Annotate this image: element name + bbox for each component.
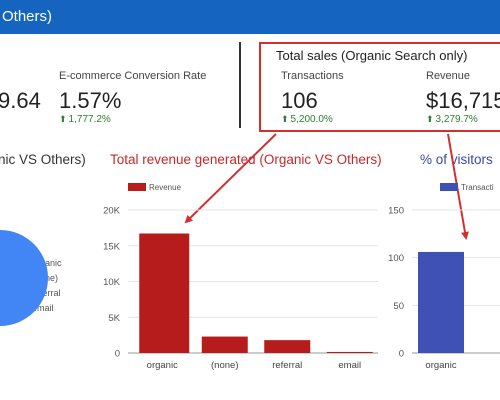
legend-swatch xyxy=(440,183,458,191)
report-header-title: Others) xyxy=(2,8,53,25)
revenue-change-value: 3,279.7% xyxy=(435,114,478,125)
pie-legend-label: email xyxy=(32,303,54,313)
revenue-value: $16,715 xyxy=(426,88,500,113)
conversion-rate-label: E-commerce Conversion Rate xyxy=(59,70,207,82)
bar xyxy=(139,233,190,353)
y-tick-label: 50 xyxy=(393,301,404,312)
transactions-change: ⬆ 5,200.0% xyxy=(281,114,333,125)
transactions-change-value: 5,200.0% xyxy=(290,114,333,125)
y-tick-label: 10K xyxy=(103,277,121,288)
legend-label: Transacti xyxy=(461,183,494,192)
legend-swatch xyxy=(128,183,146,191)
total-sales-title: Total sales (Organic Search only) xyxy=(276,48,468,63)
x-tick-label: (none) xyxy=(211,360,238,371)
y-tick-label: 20K xyxy=(103,206,121,217)
y-tick-label: 150 xyxy=(388,206,404,217)
metrics-divider xyxy=(239,42,241,128)
y-tick-label: 5K xyxy=(108,313,120,324)
y-tick-label: 100 xyxy=(388,253,404,264)
pie-legend-label: organic xyxy=(32,258,62,268)
partial-metric-value: 9.64 xyxy=(0,88,41,113)
x-tick-label: organic xyxy=(147,360,178,371)
revenue-change: ⬆ 3,279.7% xyxy=(426,114,478,125)
up-arrow-icon: ⬆ xyxy=(59,114,67,124)
report-header-bar: Others) xyxy=(0,0,500,34)
revenue-label: Revenue xyxy=(426,70,471,82)
x-tick-label: organic xyxy=(425,360,456,371)
y-tick-label: 15K xyxy=(103,241,121,252)
pie-chart-title: nic VS Others) xyxy=(0,152,86,167)
conversion-rate-change: ⬆ 1,777.2% xyxy=(59,114,111,125)
x-tick-label: referral xyxy=(272,360,302,371)
x-tick-label: email xyxy=(338,360,361,371)
transactions-value: 106 xyxy=(281,88,318,113)
visitors-chart-title: % of visitors xyxy=(420,152,493,167)
conversion-rate-change-value: 1,777.2% xyxy=(68,114,111,125)
pie-chart-arc xyxy=(0,230,48,326)
y-tick-label: 0 xyxy=(115,349,120,360)
conversion-rate-value: 1.57% xyxy=(59,88,122,113)
y-tick-label: 0 xyxy=(399,349,404,360)
total-sales-highlight-box xyxy=(259,42,500,132)
revenue-chart-title: Total revenue generated (Organic VS Othe… xyxy=(110,152,382,167)
legend-label: Revenue xyxy=(149,183,182,192)
bar xyxy=(326,351,373,353)
up-arrow-icon: ⬆ xyxy=(426,114,434,124)
up-arrow-icon: ⬆ xyxy=(281,114,289,124)
pie-legend-label: referral xyxy=(32,288,61,298)
bar xyxy=(201,336,248,353)
annotation-arrow xyxy=(184,133,277,224)
bar xyxy=(418,251,464,353)
transactions-label: Transactions xyxy=(281,70,344,82)
bar xyxy=(264,340,311,353)
